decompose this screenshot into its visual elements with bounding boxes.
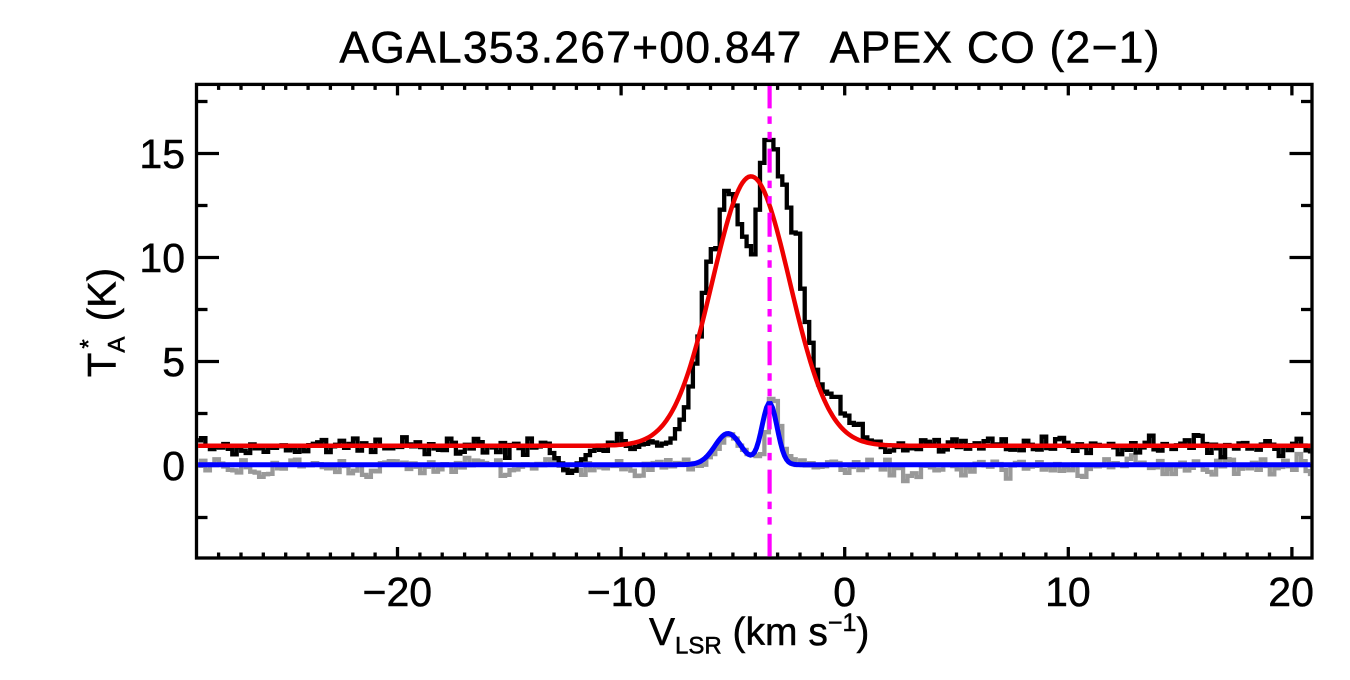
svg-text:15: 15 bbox=[139, 131, 185, 177]
svg-text:0: 0 bbox=[162, 443, 185, 489]
svg-text:0: 0 bbox=[833, 569, 856, 615]
svg-text:5: 5 bbox=[162, 339, 185, 385]
svg-text:−20: −20 bbox=[363, 569, 433, 615]
svg-text:TA* (K): TA* (K) bbox=[76, 268, 131, 377]
svg-text:20: 20 bbox=[1268, 569, 1314, 615]
svg-text:10: 10 bbox=[139, 235, 185, 281]
svg-text:10: 10 bbox=[1045, 569, 1091, 615]
svg-text:−10: −10 bbox=[587, 569, 657, 615]
svg-text:AGAL353.267+00.847 APEX CO (2: AGAL353.267+00.847 APEX CO (2−1) bbox=[339, 24, 1160, 73]
